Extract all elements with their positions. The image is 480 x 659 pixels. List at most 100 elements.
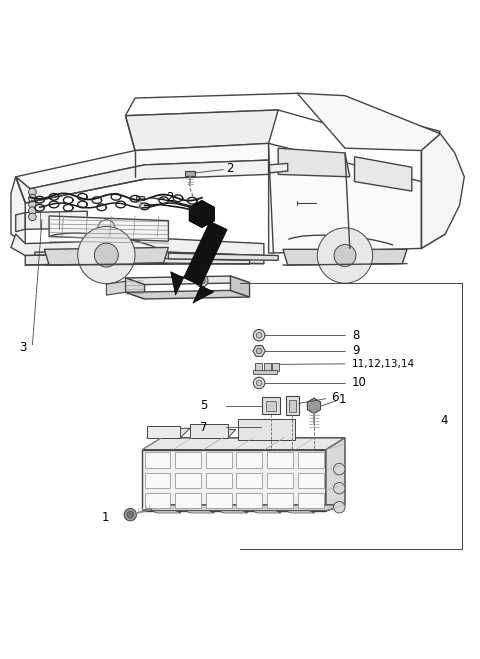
Text: 2: 2 bbox=[226, 161, 233, 175]
Polygon shape bbox=[185, 511, 215, 513]
Polygon shape bbox=[136, 196, 144, 200]
Polygon shape bbox=[285, 511, 315, 513]
Polygon shape bbox=[125, 278, 144, 299]
Circle shape bbox=[253, 377, 265, 389]
Bar bbox=[261, 418, 281, 437]
Polygon shape bbox=[16, 160, 269, 203]
Polygon shape bbox=[269, 144, 455, 253]
Circle shape bbox=[78, 227, 135, 283]
Text: 6: 6 bbox=[331, 391, 338, 404]
Polygon shape bbox=[142, 438, 345, 449]
Polygon shape bbox=[16, 213, 25, 232]
Bar bbox=[288, 399, 296, 412]
Polygon shape bbox=[326, 438, 345, 511]
Polygon shape bbox=[230, 276, 250, 297]
Polygon shape bbox=[16, 144, 278, 188]
Polygon shape bbox=[44, 247, 168, 265]
Polygon shape bbox=[11, 177, 25, 244]
Polygon shape bbox=[421, 134, 464, 248]
Text: 1: 1 bbox=[338, 393, 346, 406]
Bar bbox=[263, 397, 280, 415]
Circle shape bbox=[98, 219, 115, 237]
Circle shape bbox=[334, 463, 345, 475]
Polygon shape bbox=[355, 157, 412, 191]
Bar bbox=[255, 363, 262, 370]
Circle shape bbox=[95, 243, 118, 267]
Circle shape bbox=[29, 188, 36, 196]
Polygon shape bbox=[147, 426, 180, 438]
Polygon shape bbox=[147, 428, 190, 438]
Polygon shape bbox=[25, 252, 264, 265]
Text: 2: 2 bbox=[166, 191, 174, 204]
Polygon shape bbox=[190, 430, 236, 438]
Bar bbox=[175, 493, 201, 509]
Polygon shape bbox=[125, 110, 278, 150]
Circle shape bbox=[253, 330, 265, 341]
Bar bbox=[144, 493, 170, 509]
Bar bbox=[267, 452, 293, 468]
Polygon shape bbox=[142, 449, 326, 511]
Polygon shape bbox=[171, 221, 227, 303]
Polygon shape bbox=[283, 249, 407, 265]
Bar bbox=[273, 363, 279, 370]
Circle shape bbox=[317, 228, 372, 283]
Bar bbox=[237, 473, 262, 488]
Polygon shape bbox=[35, 252, 68, 255]
Bar bbox=[144, 452, 170, 468]
Polygon shape bbox=[190, 424, 228, 438]
Polygon shape bbox=[278, 148, 350, 177]
Circle shape bbox=[256, 348, 262, 354]
Bar bbox=[206, 493, 232, 509]
Polygon shape bbox=[125, 94, 441, 150]
Polygon shape bbox=[107, 281, 125, 295]
Bar bbox=[253, 370, 277, 374]
Circle shape bbox=[334, 482, 345, 494]
Text: 9: 9 bbox=[352, 345, 360, 357]
Polygon shape bbox=[253, 345, 265, 357]
Bar bbox=[206, 452, 232, 468]
Polygon shape bbox=[168, 253, 278, 260]
Bar bbox=[298, 452, 324, 468]
Text: 8: 8 bbox=[352, 329, 360, 342]
Circle shape bbox=[334, 244, 356, 266]
Bar bbox=[237, 493, 262, 509]
Bar bbox=[267, 493, 293, 509]
Text: 10: 10 bbox=[352, 376, 367, 389]
Text: 3: 3 bbox=[20, 341, 27, 354]
Circle shape bbox=[29, 194, 36, 202]
Bar bbox=[175, 452, 201, 468]
Polygon shape bbox=[185, 171, 195, 176]
Bar bbox=[237, 452, 262, 468]
Bar bbox=[144, 473, 170, 488]
Polygon shape bbox=[307, 398, 321, 413]
Polygon shape bbox=[297, 94, 441, 150]
Polygon shape bbox=[25, 211, 87, 229]
Bar bbox=[206, 473, 232, 488]
Polygon shape bbox=[218, 511, 248, 513]
Text: 11,12,13,14: 11,12,13,14 bbox=[352, 359, 415, 369]
Polygon shape bbox=[238, 418, 295, 440]
Bar bbox=[266, 401, 276, 411]
Text: 4: 4 bbox=[441, 414, 448, 426]
Circle shape bbox=[334, 501, 345, 513]
Text: 5: 5 bbox=[200, 399, 207, 413]
Bar bbox=[264, 422, 278, 434]
Bar bbox=[298, 493, 324, 509]
Circle shape bbox=[127, 511, 133, 518]
Polygon shape bbox=[125, 276, 250, 285]
Polygon shape bbox=[190, 200, 214, 227]
Circle shape bbox=[29, 207, 36, 214]
Circle shape bbox=[199, 277, 205, 284]
Polygon shape bbox=[135, 258, 250, 264]
Bar bbox=[298, 473, 324, 488]
Text: 1: 1 bbox=[101, 511, 109, 524]
Text: 7: 7 bbox=[200, 421, 207, 434]
Polygon shape bbox=[269, 163, 288, 173]
Circle shape bbox=[29, 200, 36, 208]
Circle shape bbox=[196, 275, 208, 287]
Polygon shape bbox=[11, 234, 264, 256]
Circle shape bbox=[29, 213, 36, 221]
Circle shape bbox=[256, 380, 262, 386]
Bar bbox=[286, 396, 299, 415]
Polygon shape bbox=[125, 291, 250, 299]
